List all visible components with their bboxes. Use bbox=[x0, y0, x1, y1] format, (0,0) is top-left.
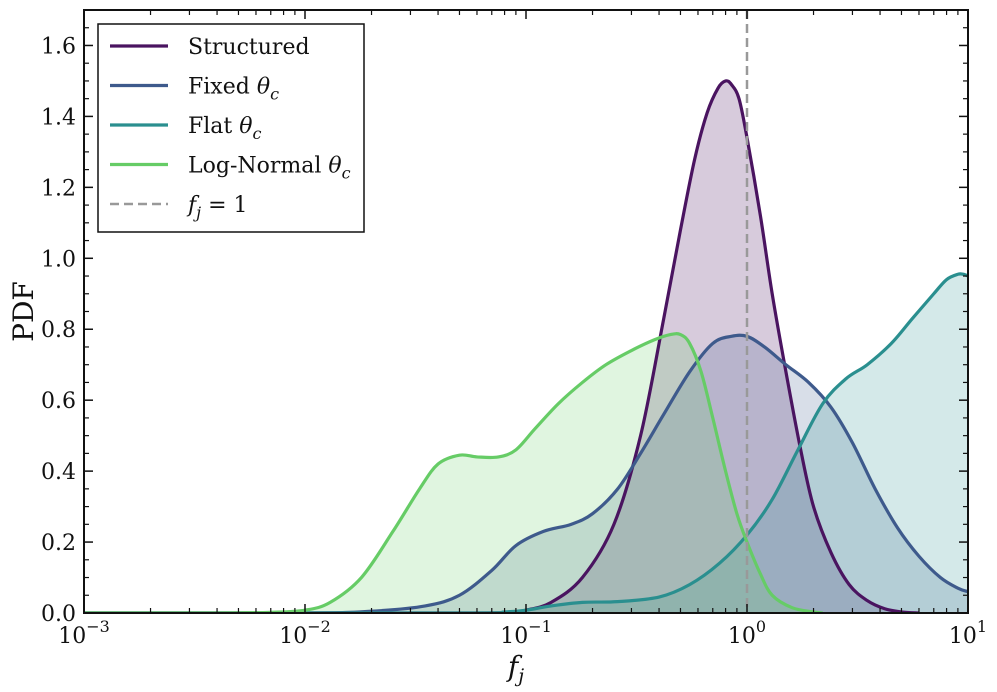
x-tick-label: 10−3 bbox=[58, 617, 110, 649]
legend-label-fixed-c: Fixed θc bbox=[188, 75, 279, 104]
y-tick-label: 0.8 bbox=[41, 318, 76, 343]
area-log-normal-c bbox=[84, 333, 823, 613]
y-tick-label: 0.0 bbox=[41, 602, 76, 627]
legend-label-reference-line: fj = 1 bbox=[186, 193, 248, 222]
area-flat-c bbox=[84, 273, 968, 613]
y-tick-label: 0.6 bbox=[41, 389, 76, 414]
x-tick-label: 10−2 bbox=[279, 617, 331, 649]
line-fixed-c bbox=[84, 333, 968, 613]
y-tick-label: 0.2 bbox=[41, 531, 76, 556]
y-tick-label: 1.4 bbox=[41, 105, 76, 130]
tick-labels: 0.0 0.2 0.4 0.6 0.8 1.0 1.2 1.4 1.6 10−3 10−2 10−1 1… bbox=[41, 34, 987, 649]
legend-label-structured: Structured bbox=[188, 35, 310, 60]
legend-label-flat-c: Flat θc bbox=[188, 114, 262, 143]
y-tick-label: 1.0 bbox=[41, 247, 76, 272]
legend: Structured Fixed θc Flat θc Log-Normal θc fj… bbox=[97, 23, 365, 233]
x-axis-title-sub: j bbox=[514, 665, 524, 687]
line-log-normal-c bbox=[84, 332, 823, 613]
series-lines bbox=[84, 79, 968, 613]
area-structured bbox=[84, 80, 919, 613]
y-tick-label: 1.6 bbox=[41, 34, 76, 59]
x-tick-label: 100 bbox=[728, 617, 766, 649]
x-tick-label: 10−1 bbox=[500, 617, 552, 649]
y-tick-label: 0.4 bbox=[41, 460, 76, 485]
x-tick-label: 101 bbox=[949, 617, 987, 649]
x-axis-title: fj bbox=[506, 650, 524, 687]
y-axis-title: PDF bbox=[7, 281, 40, 342]
legend-box bbox=[97, 23, 365, 233]
y-tick-label: 1.2 bbox=[41, 176, 76, 201]
line-flat-c bbox=[84, 272, 968, 613]
legend-label-log-normal-c: Log-Normal θc bbox=[188, 154, 351, 183]
plot-frame bbox=[83, 9, 969, 614]
